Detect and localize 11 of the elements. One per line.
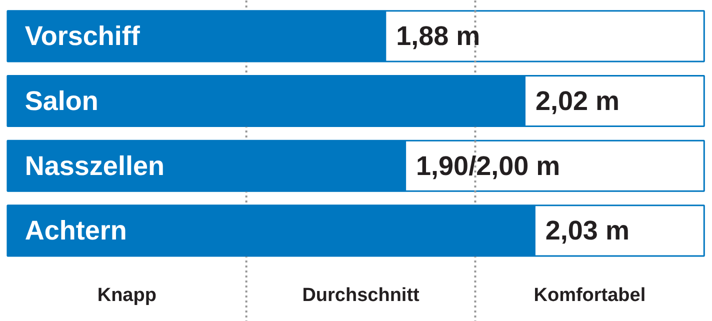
- data-label: 1,88 m: [396, 21, 480, 52]
- data-label: 2,02 m: [535, 86, 620, 116]
- annotation: Knapp: [97, 285, 156, 306]
- y-tick-label: Salon: [24, 86, 98, 116]
- annotation: Komfortabel: [534, 285, 646, 306]
- y-tick-label: Vorschiff: [24, 21, 141, 52]
- y-tick-label: Achtern: [24, 216, 127, 246]
- data-label: 2,03 m: [545, 216, 630, 246]
- data-label: 1,90/2,00 m: [416, 150, 560, 181]
- y-tick-label: Nasszellen: [24, 150, 164, 181]
- annotation: Durchschnitt: [302, 285, 420, 306]
